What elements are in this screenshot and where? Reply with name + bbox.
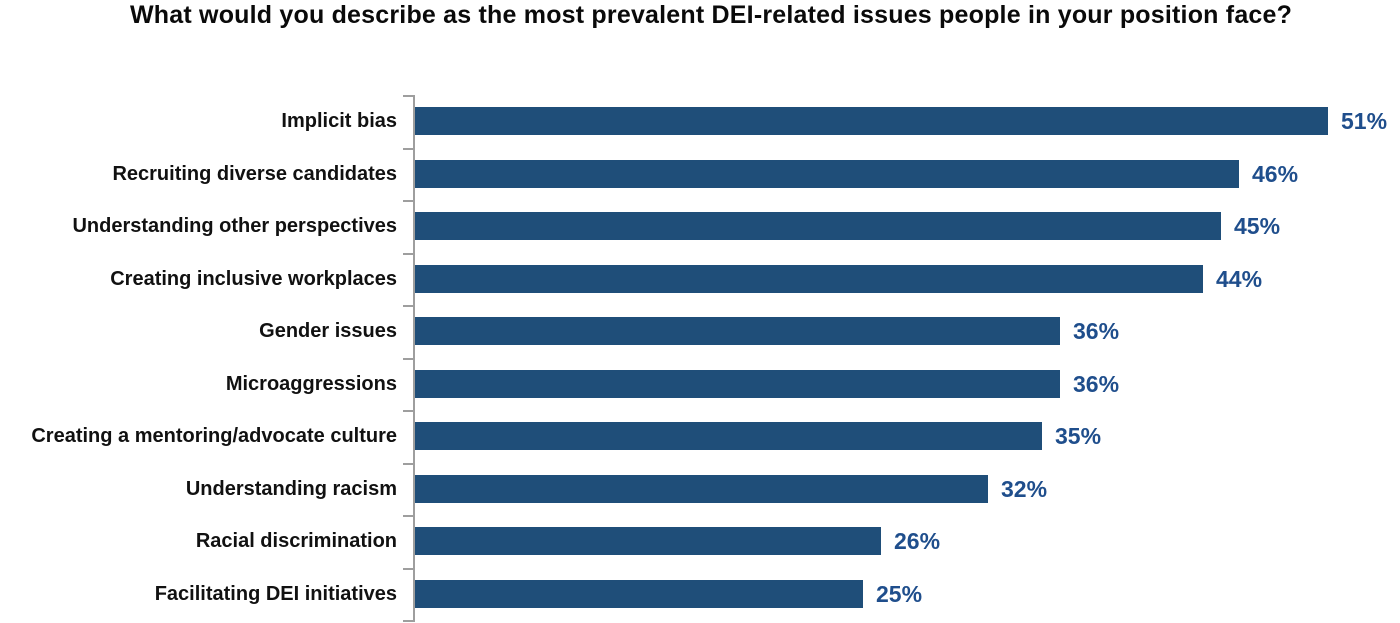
bar [415, 107, 1328, 136]
bar [415, 212, 1221, 241]
category-label: Understanding other perspectives [72, 215, 397, 237]
category-label: Recruiting diverse candidates [112, 162, 397, 185]
chart-title: What would you describe as the most prev… [130, 1, 1293, 29]
bar [415, 422, 1042, 451]
value-label: 35% [1055, 423, 1102, 449]
bar [415, 474, 988, 503]
value-label: 51% [1341, 108, 1388, 134]
value-label: 36% [1073, 370, 1120, 397]
y-axis-tick [403, 305, 413, 307]
bar [415, 369, 1060, 398]
value-label: 46% [1252, 160, 1299, 187]
category-label: Microaggressions [225, 372, 397, 395]
category-label: Creating inclusive workplaces [110, 267, 397, 290]
y-axis-tick [403, 410, 413, 412]
bar [415, 527, 881, 556]
value-label: 44% [1216, 265, 1263, 292]
value-label: 36% [1073, 318, 1120, 344]
category-label: Implicit bias [281, 110, 397, 132]
value-label: 26% [894, 528, 941, 554]
y-axis-line [413, 95, 415, 622]
y-axis-tick [403, 252, 413, 255]
y-axis-tick [403, 620, 413, 622]
category-label: Gender issues [259, 320, 397, 342]
category-label: Understanding racism [185, 477, 397, 500]
value-label: 25% [876, 580, 923, 607]
bar [415, 579, 863, 608]
value-label: 45% [1234, 213, 1281, 239]
category-label: Facilitating DEI initiatives [154, 582, 397, 605]
category-label: Racial discrimination [195, 530, 397, 552]
y-axis-tick [403, 200, 413, 202]
bar [415, 159, 1239, 188]
y-axis-tick [403, 567, 413, 570]
bar [415, 264, 1203, 293]
y-axis-tick [403, 515, 413, 517]
bar [415, 317, 1060, 346]
value-label: 32% [1001, 475, 1048, 502]
category-label: Creating a mentoring/advocate culture [31, 425, 397, 447]
y-axis-tick [403, 95, 413, 97]
y-axis-tick [403, 462, 413, 465]
y-axis-tick [403, 357, 413, 360]
y-axis-tick [403, 147, 413, 150]
